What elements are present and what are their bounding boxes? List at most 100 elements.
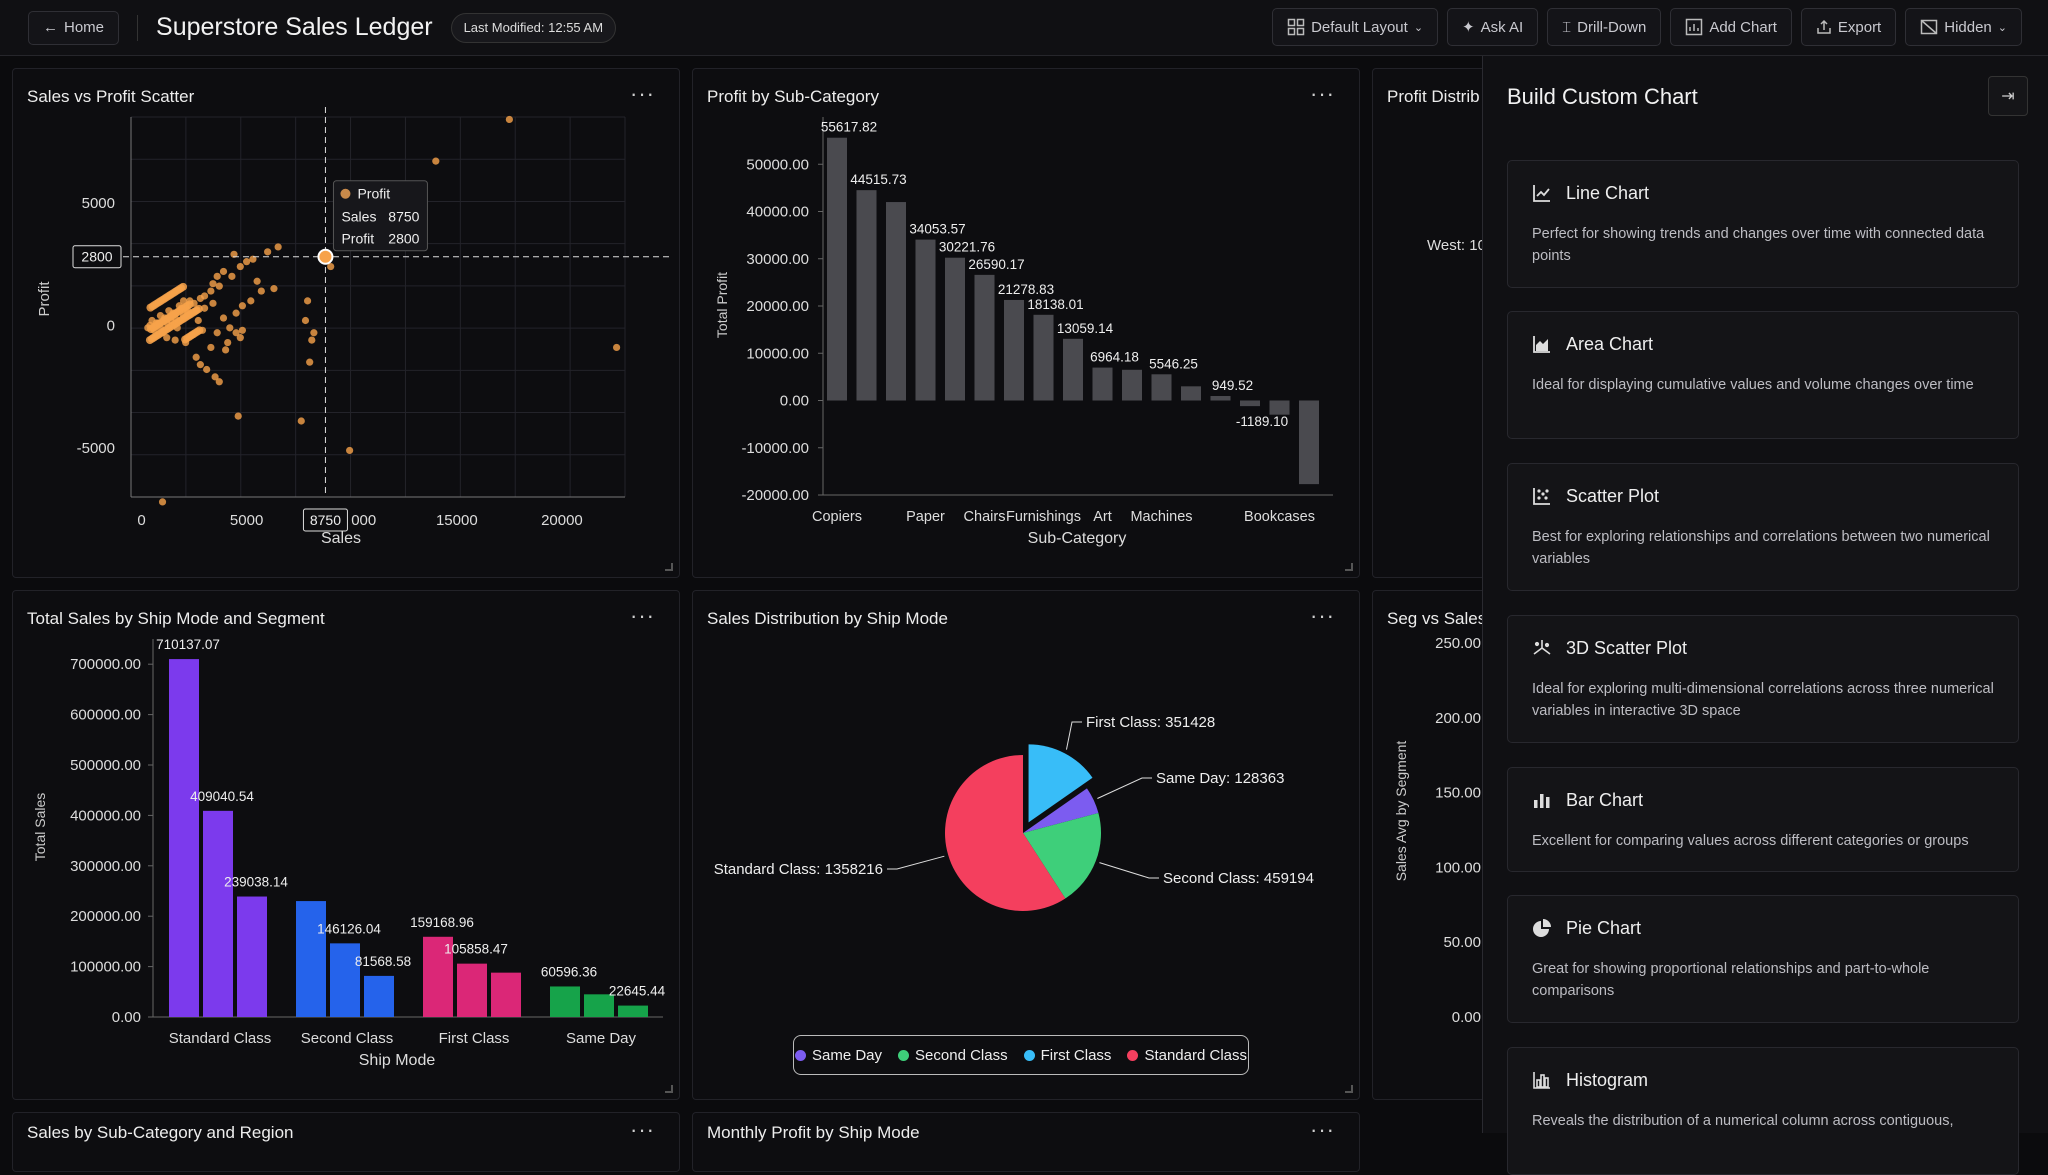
histogram-icon — [1533, 1072, 1550, 1089]
chart-type-card[interactable]: Line Chart Perfect for showing trends an… — [1507, 160, 2019, 288]
bar-data-label: 81568.58 — [355, 954, 411, 969]
pie-chart-icon — [1533, 919, 1551, 937]
scatter-point — [236, 262, 244, 271]
layout-select[interactable]: Default Layout ⌄ — [1272, 8, 1439, 46]
chart-type-card[interactable]: Pie Chart Great for showing proportional… — [1507, 895, 2019, 1023]
chart-type-card[interactable]: Bar Chart Excellent for comparing values… — [1507, 767, 2019, 872]
resize-handle[interactable] — [1345, 1085, 1353, 1093]
subcategory-panel: Profit by Sub-Category ··· Total Profit … — [692, 68, 1360, 578]
x-tick-label: First Class — [439, 1030, 510, 1047]
scatter-point — [213, 272, 221, 280]
x-tick-label: Paper — [906, 509, 945, 525]
pie-slice — [1028, 744, 1093, 823]
bar-data-label: 13059.14 — [1057, 321, 1114, 336]
scatter-point — [219, 267, 228, 276]
resize-handle[interactable] — [1345, 563, 1353, 571]
scatter-point — [224, 338, 232, 347]
scatter-point — [230, 250, 238, 258]
panel-menu-button[interactable]: ··· — [630, 1117, 655, 1142]
legend-item[interactable]: First Class — [1023, 1047, 1111, 1064]
scatter-point — [221, 346, 230, 354]
x-axis-label: Ship Mode — [359, 1052, 436, 1069]
chart-type-card[interactable]: Scatter Plot Best for exploring relation… — [1507, 463, 2019, 591]
subcat-region-panel: Sales by Sub-Category and Region ··· — [12, 1112, 680, 1172]
ship-mode-pie-chart[interactable]: First Class: 351428 Same Day: 128363 Secon… — [693, 591, 1360, 1100]
x-tick-label: Furnishings — [1006, 509, 1081, 525]
bar — [945, 257, 965, 401]
scatter-point — [209, 299, 217, 307]
chart-type-card[interactable]: 3D Scatter Plot Ideal for exploring mult… — [1507, 615, 2019, 743]
resize-handle[interactable] — [665, 1085, 673, 1093]
bar — [974, 274, 995, 401]
y-tick-label: 10000.00 — [746, 345, 809, 362]
panel-menu-button[interactable]: ··· — [1310, 603, 1335, 628]
x-tick-label: Copiers — [812, 509, 862, 525]
scatter-point — [213, 329, 221, 337]
bar — [364, 975, 394, 1017]
ask-ai-button[interactable]: ✦ Ask AI — [1447, 8, 1539, 46]
bar-data-label: -1189.10 — [1236, 414, 1288, 429]
collapse-sidebar-button[interactable]: ⇥ — [1988, 76, 2028, 116]
x-tick-label: Bookcases — [1244, 509, 1315, 525]
bar — [169, 659, 199, 1017]
scatter-point — [238, 302, 247, 310]
pie-slice-label: Second Class: 459194 — [1163, 870, 1314, 887]
subcategory-bar-chart[interactable]: Total Profit Sub-Category 50000.00 40000.… — [693, 69, 1360, 578]
bar — [1240, 400, 1260, 407]
bar-data-label: 34053.57 — [909, 222, 965, 237]
chart-type-card[interactable]: Area Chart Ideal for displaying cumulati… — [1507, 311, 2019, 439]
y-tick-label: 30000.00 — [746, 251, 809, 268]
legend-dot — [1127, 1049, 1139, 1061]
pie-slice-label: Same Day: 128363 — [1156, 770, 1284, 787]
scatter-chart[interactable]: Profit Sales 5000 0 -5000 0 5000 000 15000 2000… — [13, 69, 680, 578]
x-tick-label: 0 — [137, 512, 145, 529]
panel-menu-button[interactable]: ··· — [1310, 1117, 1335, 1142]
resize-handle[interactable] — [665, 563, 673, 571]
card-description: Best for exploring relationships and cor… — [1532, 529, 1990, 567]
export-label: Export — [1837, 18, 1882, 36]
pie-label-connector — [887, 855, 945, 870]
scatter-point — [306, 358, 314, 366]
export-icon — [1817, 19, 1831, 34]
scatter-point — [238, 326, 247, 334]
legend-item[interactable]: Standard Class — [1127, 1047, 1247, 1064]
legend-item[interactable]: Same Day — [795, 1047, 882, 1064]
west-label: West: 10 — [1427, 237, 1486, 254]
panel-title: Sales Distribution by Ship Mode — [707, 609, 948, 628]
hidden-charts-select[interactable]: Hidden ⌄ — [1905, 8, 2022, 46]
add-chart-button[interactable]: Add Chart — [1670, 8, 1792, 46]
panel-menu-button[interactable]: ··· — [630, 81, 655, 106]
scatter-point — [228, 272, 236, 280]
scatter-point — [179, 282, 188, 291]
bar — [1092, 367, 1113, 401]
home-button[interactable]: ← Home — [28, 10, 120, 45]
ship-segment-bar-chart[interactable]: Total Sales Ship Mode 700000.00 600000.00… — [13, 591, 680, 1100]
grid-layout-icon — [1287, 18, 1305, 36]
legend-item[interactable]: Second Class — [898, 1047, 1008, 1064]
scatter-point — [219, 314, 228, 322]
bar — [203, 810, 233, 1017]
x-axis-label: Sub-Category — [1028, 530, 1127, 547]
export-button[interactable]: Export — [1800, 8, 1897, 46]
bar-data-label: 409040.54 — [190, 789, 254, 804]
highlighted-point — [317, 248, 334, 265]
sidebar-title: Build Custom Chart — [1507, 84, 1698, 109]
bar — [491, 972, 521, 1017]
panel-menu-button[interactable]: ··· — [1310, 81, 1335, 106]
bar — [1269, 400, 1290, 415]
bar-data-label: 710137.07 — [156, 637, 220, 652]
scatter-point — [215, 282, 223, 290]
y-tick-label: 5000 — [82, 195, 115, 212]
y-tick-label: 40000.00 — [746, 204, 809, 221]
scatter-point — [505, 115, 513, 124]
scatter-point — [253, 277, 261, 285]
panel-menu-button[interactable]: ··· — [630, 603, 655, 628]
chart-type-card[interactable]: Histogram Reveals the distribution of a … — [1507, 1047, 2019, 1175]
scatter-point — [257, 287, 265, 295]
scatter-point — [209, 280, 217, 288]
scatter-point — [200, 304, 209, 312]
bar-data-label: 30221.76 — [939, 240, 995, 255]
tooltip-sales-label: Sales — [341, 209, 376, 225]
drill-down-button[interactable]: ⌶ Drill-Down — [1547, 8, 1662, 46]
panel-title: Total Sales by Ship Mode and Segment — [27, 609, 325, 628]
